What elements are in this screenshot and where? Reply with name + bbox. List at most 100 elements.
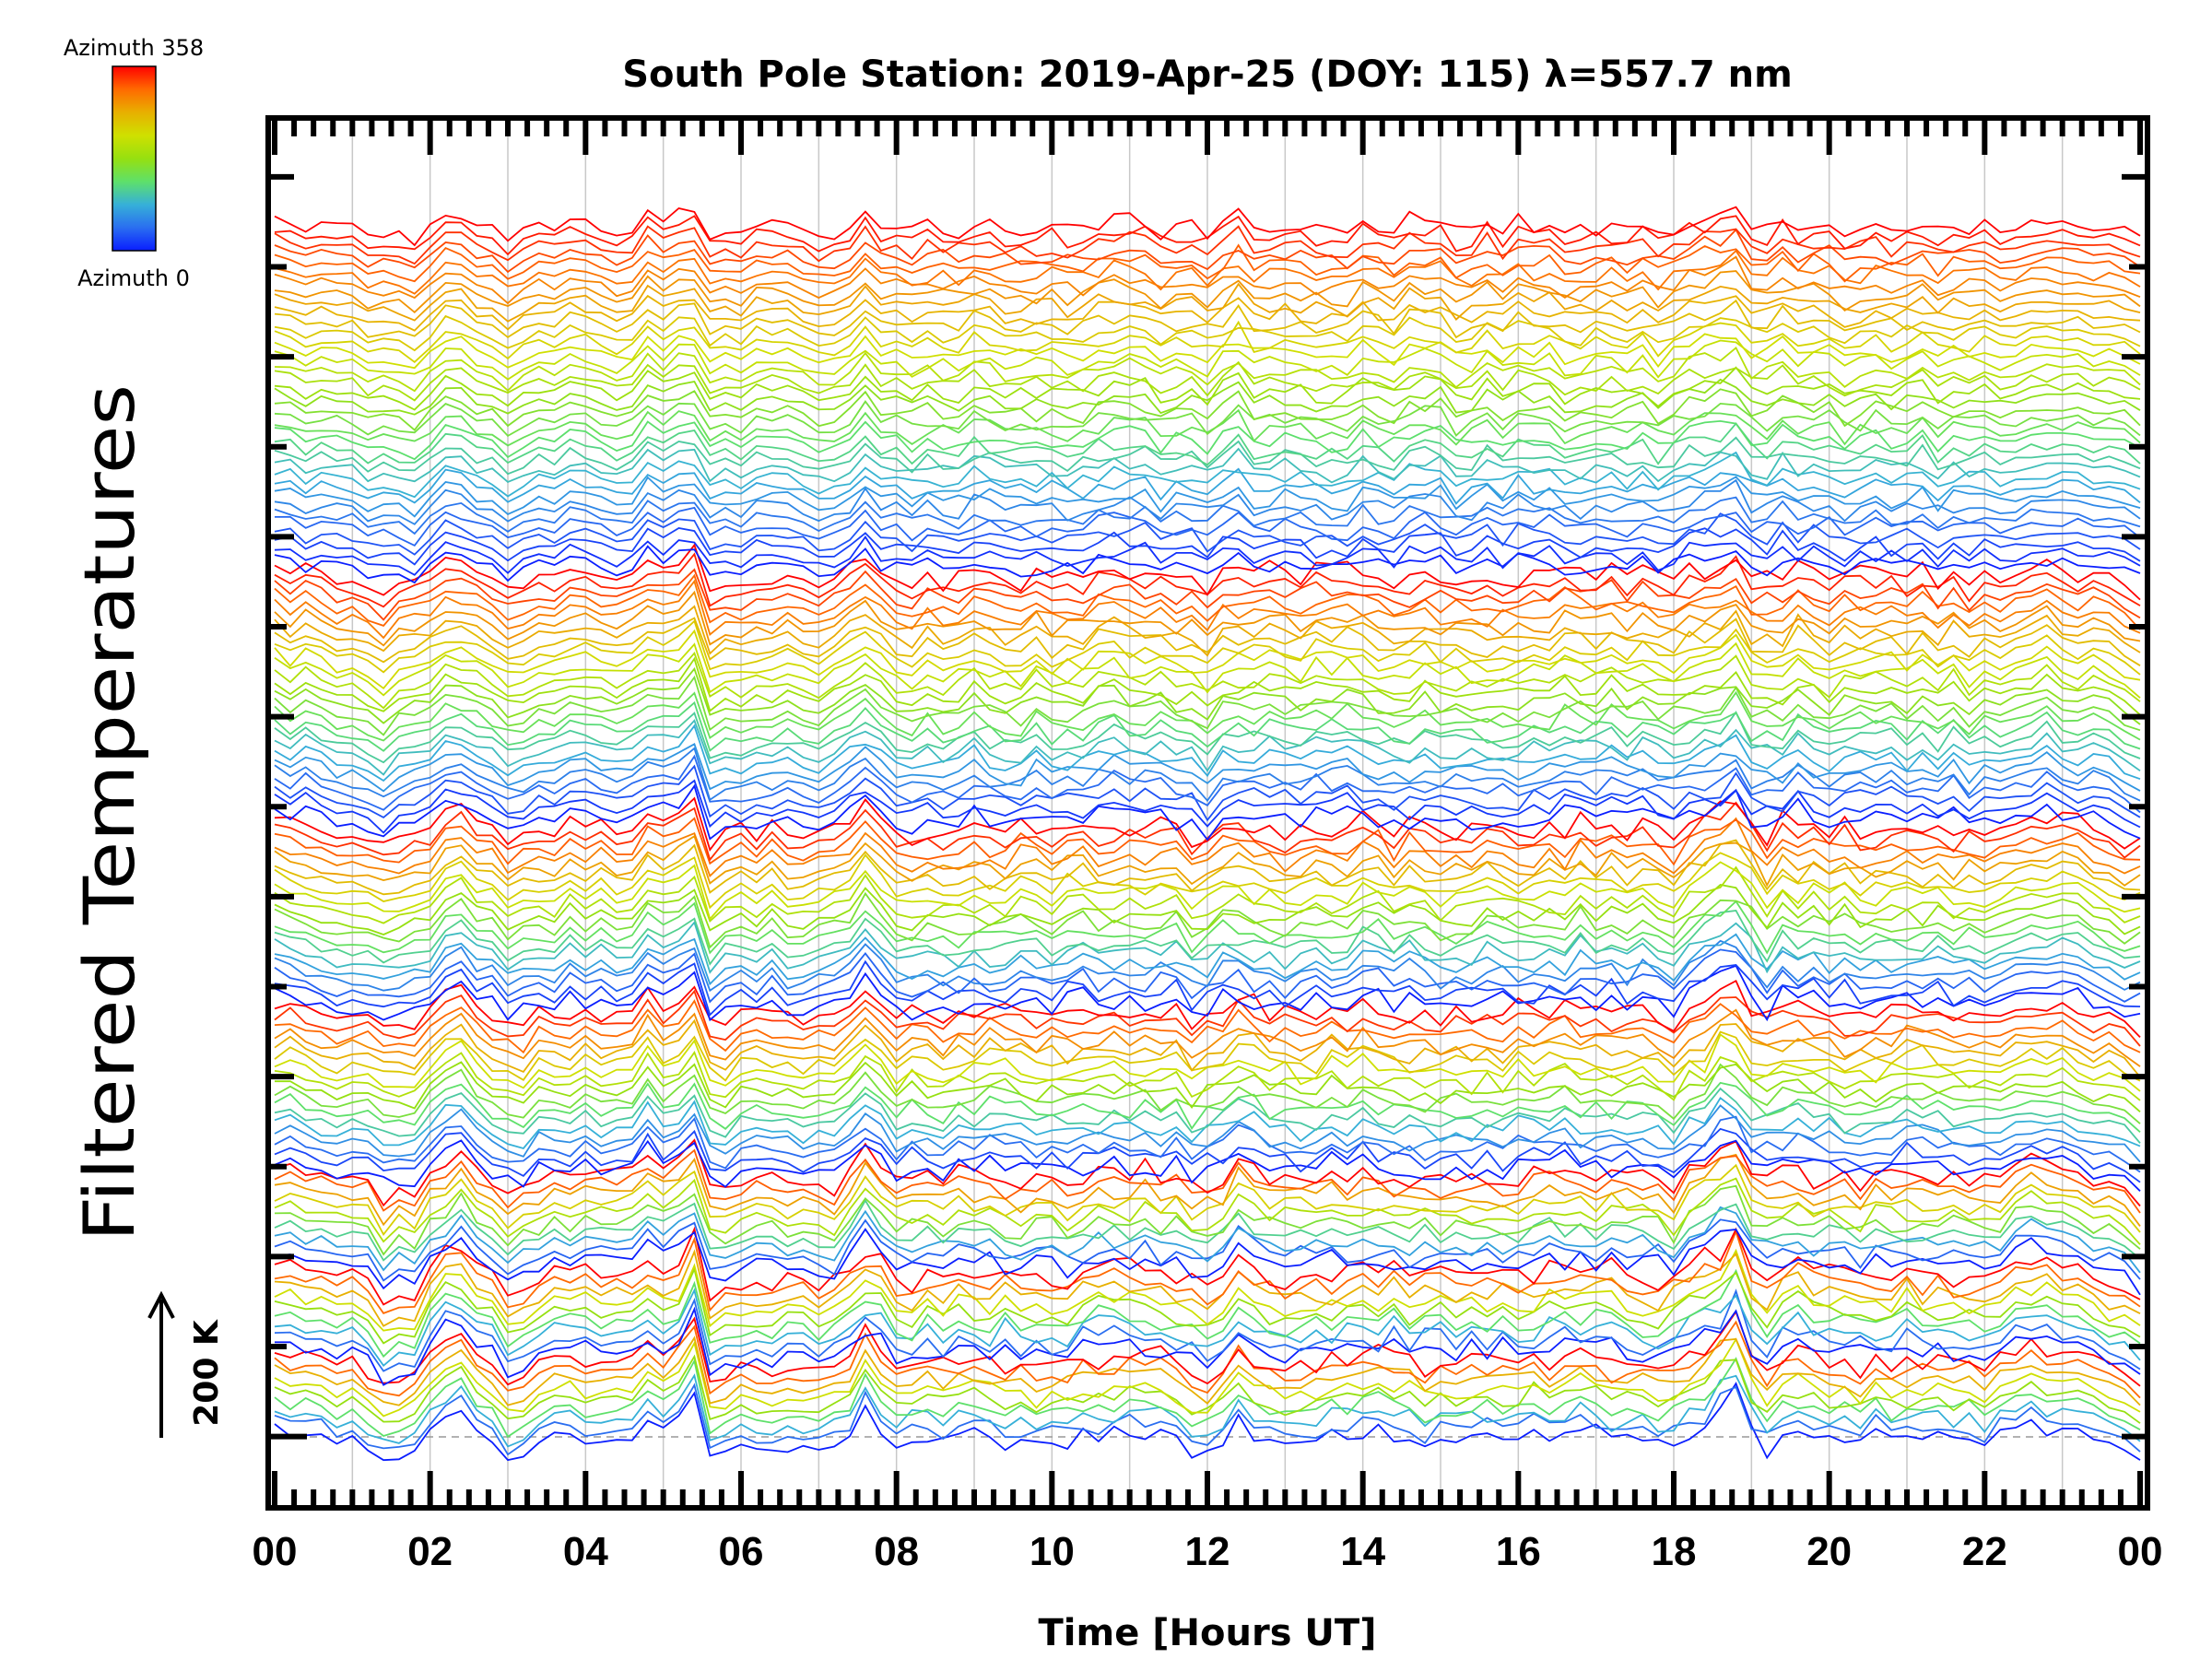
trace-ring3-az358 [274,1138,2141,1207]
trace-ring7-az276 [274,282,2141,323]
trace-ring1-az224 [274,1337,2141,1418]
trace-ring7-az266 [274,294,2141,332]
trace-ring5-az80 [274,933,2141,986]
trace-ring2-az45 [274,1288,2141,1372]
trace-ring1-az134 [274,1357,2141,1439]
trace-ring5-az60 [274,939,2141,993]
trace-ring6-az14 [274,779,2141,834]
trace-ring5-az298 [274,817,2141,878]
trace-ring2-az90 [274,1288,2141,1368]
trace-ring7-az297 [274,255,2141,305]
trace-ring1-az269 [274,1335,2141,1406]
trace-ring6-az358 [274,543,2141,601]
trace-ring7-az164 [274,388,2141,431]
trace-ring1-az90 [274,1373,2141,1448]
trace-ring5-az139 [274,900,2141,955]
trace-ring1-az179 [274,1354,2141,1424]
trace-ring2-az269 [274,1249,2141,1327]
trace-ring7-az307 [274,249,2141,295]
traces [274,206,2141,1462]
trace-ring5-az179 [274,884,2141,935]
trace-ring3-az318 [274,1148,2141,1214]
trace-ring7-az41 [274,506,2141,547]
trace-ring4-az269 [274,1018,2141,1078]
x-tick-label: 22 [1962,1529,2007,1574]
trace-ring6-az57 [274,747,2141,803]
trace-ring3-az40 [274,1218,2141,1282]
trace-ring7-az123 [274,422,2141,466]
grid [351,118,2064,1508]
trace-ring7-az20 [274,527,2141,566]
trace-ring4-az67 [274,1104,2141,1163]
x-axis-label: Time [Hours UT] [1039,1612,1377,1654]
trace-ring7-az61 [274,478,2141,525]
x-tick-label: 12 [1185,1529,1230,1574]
trace-ring3-az239 [274,1163,2141,1237]
x-tick-label: 04 [563,1529,608,1574]
trace-ring6-az286 [274,590,2141,647]
trace-ring5-az119 [274,910,2141,966]
trace-ring4-az246 [274,1030,2141,1082]
trace-ring1-az358 [274,1310,2141,1387]
trace-ring6-az172 [274,666,2141,725]
trace-ring7-az338 [274,225,2141,265]
x-tick-label: 10 [1030,1529,1075,1574]
trace-ring7-az245 [274,314,2141,352]
trace-ring1-az313 [274,1320,2141,1399]
trace-ring5-az20 [274,959,2141,1017]
trace-ring7-az10 [274,535,2141,576]
trace-ring4-az201 [274,1050,2141,1101]
trace-ring6-az72 [274,742,2141,793]
trace-ring7-az358 [274,206,2141,247]
trace-ring2-az134 [274,1268,2141,1359]
trace-ring6-az129 [274,700,2141,752]
x-tick-label: 00 [2118,1529,2163,1574]
trace-ring6-az200 [274,651,2141,710]
trace-ring3-az0 [274,1228,2141,1296]
trace-ring6-az86 [274,724,2141,782]
trace-ring1-az45 [274,1382,2141,1456]
x-tick-label: 20 [1806,1529,1852,1574]
trace-ring7-az92 [274,451,2141,499]
trace-ring6-az301 [274,579,2141,640]
trace-ring6-az143 [274,690,2141,742]
x-tick-label: 16 [1496,1529,1541,1574]
trace-ring2-az313 [274,1229,2141,1314]
trace-ring4-az90 [274,1096,2141,1150]
trace-ring6-az272 [274,605,2141,657]
trace-ring5-az239 [274,852,2141,910]
trace-ring7-az133 [274,419,2141,461]
trace-ring5-az358 [274,796,2141,852]
scale-bar: 200 K [147,1290,226,1438]
trace-ring5-az219 [274,861,2141,921]
x-tick-label: 06 [719,1529,764,1574]
trace-ring7-az102 [274,447,2141,484]
trace-ring6-az229 [274,629,2141,690]
trace-ring4-az291 [274,1008,2141,1067]
trace-ring6-az315 [274,573,2141,630]
colorbar-bottom-label: Azimuth 0 [77,265,190,291]
trace-ring6-az329 [274,568,2141,621]
trace-ring7-az153 [274,400,2141,438]
axis-ticks [268,118,2147,1508]
trace-ring7-az194 [274,360,2141,402]
trace-ring7-az72 [274,476,2141,518]
x-tick-label: 18 [1652,1529,1697,1574]
x-tick-label: 02 [407,1529,453,1574]
trace-ring7-az256 [274,299,2141,339]
trace-ring5-az278 [274,834,2141,888]
trace-ring1-az0 [274,1382,2141,1462]
trace-ring6-az115 [274,711,2141,764]
trace-ring5-az199 [274,865,2141,924]
x-tick-labels: 00 02 04 06 08 10 12 14 16 18 20 22 00 [253,1529,2163,1574]
y-axis-label: Filtered Temperatures [68,384,150,1241]
trace-ring7-az184 [274,366,2141,411]
trace-ring7-az0 [274,545,2141,584]
trace-ring7-az286 [274,270,2141,313]
trace-ring4-az112 [274,1087,2141,1144]
x-tick-label: 00 [253,1529,298,1574]
trace-ring6-az215 [274,641,2141,699]
trace-ring3-az80 [274,1206,2141,1274]
colorbar [112,65,157,252]
trace-ring4-az22 [274,1127,2141,1183]
